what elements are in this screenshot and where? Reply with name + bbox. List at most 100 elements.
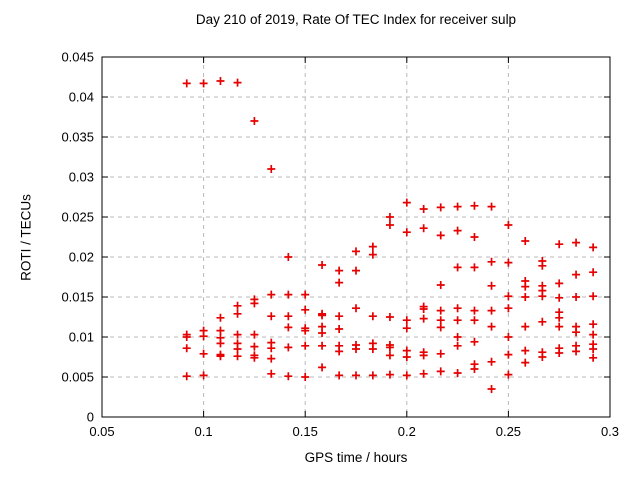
- data-point: [233, 309, 242, 318]
- x-axis-label: GPS time / hours: [304, 450, 408, 465]
- data-point: [301, 373, 310, 381]
- data-point: [335, 325, 344, 333]
- data-point: [419, 351, 428, 360]
- data-point: [216, 313, 225, 322]
- data-point: [572, 347, 581, 356]
- data-point: [504, 304, 513, 313]
- data-point: [182, 344, 191, 353]
- data-point: [419, 369, 428, 378]
- data-point: [233, 330, 242, 339]
- data-point: [318, 311, 327, 320]
- data-point: [470, 233, 479, 241]
- data-point: [267, 312, 276, 321]
- data-point: [352, 371, 360, 380]
- data-point: [453, 369, 462, 377]
- data-point: [301, 326, 310, 335]
- data-point: [504, 221, 513, 229]
- data-point: [216, 339, 225, 348]
- data-point: [436, 231, 445, 240]
- data-point: [318, 341, 327, 350]
- data-point: [436, 316, 445, 325]
- data-point: [267, 344, 276, 353]
- data-point: [589, 353, 598, 362]
- data-point: [385, 343, 394, 352]
- data-point: [555, 240, 564, 249]
- data-point: [284, 343, 293, 352]
- data-point: [233, 301, 242, 310]
- data-point: [453, 202, 462, 211]
- data-point: [182, 79, 191, 88]
- data-point: [453, 226, 462, 235]
- y-tick-label: 0.04: [69, 90, 94, 105]
- data-point: [284, 323, 293, 332]
- data-point: [521, 346, 530, 355]
- data-point: [487, 357, 496, 366]
- data-point: [436, 349, 445, 358]
- data-point: [199, 332, 208, 341]
- data-point: [216, 326, 225, 335]
- data-point: [538, 317, 547, 326]
- data-point: [301, 290, 310, 299]
- data-point: [318, 329, 327, 337]
- data-point: [521, 282, 530, 291]
- data-point: [504, 333, 513, 341]
- data-point: [385, 351, 394, 360]
- data-point: [538, 292, 547, 301]
- plot-frame: [101, 56, 611, 418]
- data-point: [402, 198, 411, 207]
- data-point: [436, 203, 445, 212]
- data-point: [470, 263, 479, 272]
- data-point: [419, 205, 428, 213]
- data-point: [538, 261, 547, 270]
- data-point: [352, 266, 360, 275]
- data-point: [199, 79, 208, 88]
- data-point: [504, 370, 513, 379]
- data-point: [589, 345, 598, 353]
- data-point: [555, 313, 564, 322]
- data-point: [572, 293, 581, 301]
- data-point: [267, 165, 276, 173]
- data-point: [504, 350, 513, 359]
- x-tick-label: 0.3: [601, 424, 619, 439]
- data-point: [216, 77, 225, 85]
- data-point: [504, 292, 513, 301]
- data-point: [284, 253, 293, 261]
- data-point: [335, 278, 344, 287]
- data-point: [267, 290, 276, 299]
- chart-title: Day 210 of 2019, Rate Of TEC Index for r…: [195, 12, 517, 27]
- data-point: [368, 312, 377, 321]
- data-point: [402, 353, 411, 361]
- data-point: [199, 349, 208, 358]
- data-point: [487, 257, 496, 266]
- data-point: [352, 304, 360, 313]
- data-point: [233, 352, 242, 361]
- data-point: [419, 224, 428, 233]
- data-point: [436, 306, 445, 315]
- data-point: [368, 371, 377, 380]
- data-point: [453, 333, 462, 341]
- data-point: [233, 78, 242, 87]
- x-tick-label: 0.25: [496, 424, 521, 439]
- data-point: [436, 281, 445, 289]
- data-point: [368, 242, 377, 251]
- data-point: [402, 371, 411, 380]
- data-point: [402, 324, 411, 333]
- y-tick-label: 0.015: [61, 290, 94, 305]
- data-point: [352, 247, 360, 256]
- data-point: [419, 305, 428, 313]
- data-point: [284, 312, 293, 321]
- data-point: [487, 281, 496, 290]
- data-point: [368, 345, 377, 353]
- data-point: [555, 279, 564, 288]
- data-point: [335, 312, 344, 321]
- data-point: [555, 322, 564, 331]
- data-point: [335, 371, 344, 380]
- data-point: [182, 333, 191, 341]
- data-point: [284, 290, 293, 299]
- data-point: [453, 304, 462, 313]
- data-point: [352, 345, 360, 353]
- y-tick-label: 0.025: [61, 210, 94, 225]
- data-point: [318, 363, 327, 372]
